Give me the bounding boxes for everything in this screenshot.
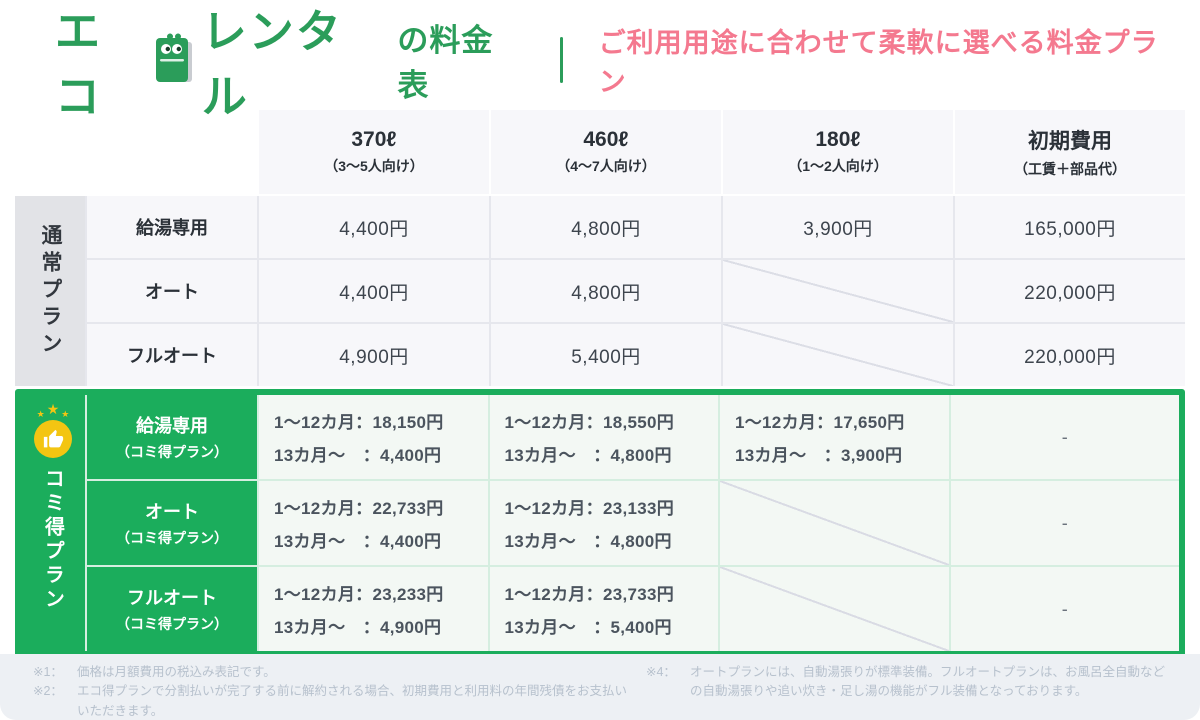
price-line-1: 1〜12カ月：23,233円 <box>274 585 444 604</box>
price-cell-split: 1〜12カ月：23,733円 13カ月〜 ：5,400円 <box>489 567 718 651</box>
column-title: 初期費用 <box>1028 130 1112 153</box>
price-cell-split: 1〜12カ月：17,650円 13カ月〜 ：3,900円 <box>720 395 949 479</box>
logo-text-eco: エコ <box>55 6 103 122</box>
price-line-1: 1〜12カ月：23,733円 <box>504 585 675 604</box>
pricing-table: 370ℓ （3〜5人向け） 460ℓ （4〜7人向け） 180ℓ （1〜2人向け… <box>15 110 1185 657</box>
row-label-sub: （コミ得プラン） <box>116 444 228 460</box>
footnotes-right-column: ※4： オートプランには、自動湯張りが標準装備。フルオートプランは、お風呂全自動… <box>646 663 1172 720</box>
price-cell: 3,900円 <box>723 196 953 258</box>
column-subtitle: （1〜2人向け） <box>788 158 888 174</box>
footnote-label: ※2： <box>33 684 63 699</box>
column-header-370l: 370ℓ （3〜5人向け） <box>259 110 489 194</box>
price-line-1: 1〜12カ月：17,650円 <box>735 413 905 432</box>
price-line-2: 13カ月〜 ：4,800円 <box>504 446 672 465</box>
not-available-cell <box>720 567 949 651</box>
price-cell: 4,800円 <box>491 196 721 258</box>
not-available-cell <box>723 260 953 322</box>
price-line-2: 13カ月〜 ：4,900円 <box>274 618 442 637</box>
price-cell: 4,400円 <box>259 260 489 322</box>
row-label-full-auto: フルオート <box>87 324 257 386</box>
header-divider <box>559 37 563 83</box>
price-cell-split: 1〜12カ月：23,133円 13カ月〜 ：4,800円 <box>489 481 718 565</box>
price-line-2: 13カ月〜 ：4,400円 <box>274 532 442 551</box>
column-subtitle: （工賃＋部品代） <box>1014 161 1126 177</box>
page-subtitle: ご利用用途に合わせて柔軟に選べる料金プラン <box>598 28 1159 97</box>
water-heater-mascot-icon <box>152 32 198 88</box>
price-cell: 4,900円 <box>259 324 489 386</box>
row-label-main: オート <box>145 502 199 522</box>
logo-text-rental: レンタル <box>201 6 343 122</box>
normal-plan-side-bar: 通常プラン <box>15 196 85 386</box>
price-cell-split: 1〜12カ月：22,733円 13カ月〜 ：4,400円 <box>259 481 488 565</box>
footnote-text: オートプランには、自動湯張りが標準装備。フルオートプランは、お風呂全自動などの自… <box>690 665 1166 699</box>
row-label-main: 給湯専用 <box>136 416 208 436</box>
column-header-180l: 180ℓ （1〜2人向け） <box>723 110 953 194</box>
star-icon: ★ <box>61 409 70 419</box>
footnote-2: ※2： エコ得プランで分割払いが完了する前に解約される場合、初期費用と利用料の年… <box>33 682 628 720</box>
price-cell-split: 1〜12カ月：18,150円 13カ月〜 ：4,400円 <box>259 395 488 479</box>
price-line-2: 13カ月〜 ：4,400円 <box>274 446 442 465</box>
normal-plan-label: 通常プラン <box>39 223 62 359</box>
column-subtitle: （3〜5人向け） <box>324 158 424 174</box>
row-label-kyuto: 給湯専用 <box>87 196 257 258</box>
price-line-2: 13カ月〜 ：4,800円 <box>504 532 672 551</box>
row-label-sub: （コミ得プラン） <box>116 530 228 546</box>
footnote-text: 価格は月額費用の税込み表記です。 <box>77 665 276 679</box>
price-line-1: 1〜12カ月：22,733円 <box>274 499 444 518</box>
price-line-1: 1〜12カ月：18,150円 <box>274 413 444 432</box>
price-line-2: 13カ月〜 ：5,400円 <box>504 618 672 637</box>
table-header-row: 370ℓ （3〜5人向け） 460ℓ （4〜7人向け） 180ℓ （1〜2人向け… <box>15 110 1185 194</box>
not-available-cell <box>723 324 953 386</box>
price-cell-split: 1〜12カ月：23,233円 13カ月〜 ：4,900円 <box>259 567 488 651</box>
footnote-4: ※4： オートプランには、自動湯張りが標準装備。フルオートプランは、お風呂全自動… <box>646 663 1172 702</box>
price-cell: 5,400円 <box>491 324 721 386</box>
no-initial-cost-cell: - <box>950 395 1179 479</box>
not-available-cell <box>720 481 949 565</box>
no-initial-cost-cell: - <box>950 567 1179 651</box>
price-line-1: 1〜12カ月：18,550円 <box>504 413 675 432</box>
row-label-auto-komi: オート （コミ得プラン） <box>87 481 257 565</box>
price-cell: 220,000円 <box>955 260 1185 322</box>
no-initial-cost-cell: - <box>950 481 1179 565</box>
logo-suffix: の料金表 <box>397 23 494 103</box>
column-header-460l: 460ℓ （4〜7人向け） <box>491 110 721 194</box>
column-subtitle: （4〜7人向け） <box>556 158 656 174</box>
row-label-sub: （コミ得プラン） <box>116 616 228 632</box>
price-cell-split: 1〜12カ月：18,550円 13カ月〜 ：4,800円 <box>489 395 718 479</box>
header: エコ レンタル の料金表 ご利用用途に合わせて柔軟に選べる料金プラン <box>55 6 1180 122</box>
komi-plan-section: ★ ★ ★ コミ得プラン 給湯専用 （コミ得プラン） 1〜12カ月：18,150… <box>15 389 1185 657</box>
star-icon: ★ <box>36 409 45 419</box>
star-icon: ★ <box>46 401 60 417</box>
footnote-1: ※1： 価格は月額費用の税込み表記です。 <box>33 663 628 682</box>
column-title: 460ℓ <box>583 128 629 151</box>
komi-plan-side-bar: ★ ★ ★ コミ得プラン <box>21 395 85 651</box>
row-label-kyuto-komi: 給湯専用 （コミ得プラン） <box>87 395 257 479</box>
brand-logo: エコ レンタル の料金表 <box>55 0 524 125</box>
header-spacer <box>15 110 257 194</box>
column-title: 180ℓ <box>815 128 861 151</box>
row-label-full-auto-komi: フルオート （コミ得プラン） <box>87 567 257 651</box>
footnote-text: エコ得プランで分割払いが完了する前に解約される場合、初期費用と利用料の年間残債を… <box>77 684 628 718</box>
footnote-label: ※4： <box>646 665 676 679</box>
column-header-initial-cost: 初期費用 （工賃＋部品代） <box>955 110 1185 194</box>
price-line-2: 13カ月〜 ：3,900円 <box>735 446 903 465</box>
price-cell: 4,800円 <box>491 260 721 322</box>
footnotes-left-column: ※1： 価格は月額費用の税込み表記です。 ※2： エコ得プランで分割払いが完了す… <box>33 663 628 720</box>
row-label-auto: オート <box>87 260 257 322</box>
footnotes: ※1： 価格は月額費用の税込み表記です。 ※2： エコ得プランで分割払いが完了す… <box>0 654 1200 720</box>
footnote-label: ※1： <box>33 665 63 679</box>
recommended-badge <box>34 420 72 458</box>
normal-plan-section: 通常プラン 給湯専用 4,400円 4,800円 3,900円 165,000円… <box>15 196 1185 386</box>
column-title: 370ℓ <box>351 128 397 151</box>
komi-plan-label: コミ得プラン <box>41 468 64 612</box>
price-cell: 220,000円 <box>955 324 1185 386</box>
row-label-main: フルオート <box>127 588 217 608</box>
price-cell: 4,400円 <box>259 196 489 258</box>
price-cell: 165,000円 <box>955 196 1185 258</box>
price-line-1: 1〜12カ月：23,133円 <box>504 499 675 518</box>
thumbs-up-icon <box>43 429 63 447</box>
stars-decoration: ★ ★ ★ <box>36 401 70 419</box>
